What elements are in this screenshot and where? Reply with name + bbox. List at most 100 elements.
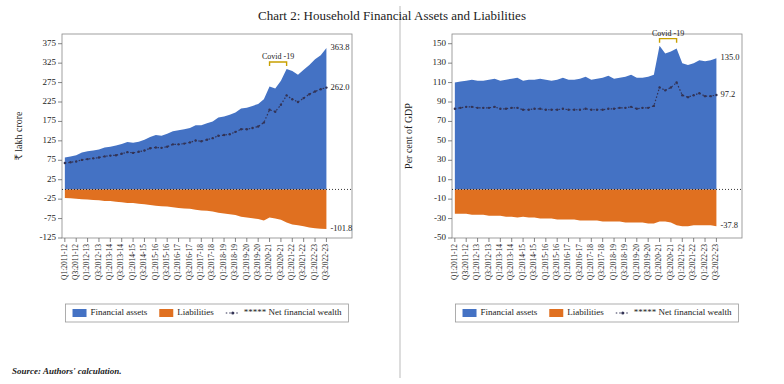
- x-tick-label: Q3:2011-12: [71, 244, 80, 280]
- x-tick: [269, 238, 270, 242]
- chart-root: Chart 2: Household Financial Assets and …: [0, 0, 784, 384]
- x-tick: [545, 238, 546, 242]
- line-point: [320, 88, 322, 90]
- x-tick-label: Q1:2016-17: [563, 244, 572, 280]
- line-point: [647, 107, 649, 109]
- y-tick-label: 90: [437, 96, 447, 106]
- legend-item: ***** Net financial wealth: [616, 307, 732, 317]
- y-tick: [58, 102, 62, 103]
- line-point: [573, 109, 575, 111]
- x-tick-label: Q3:2019-20: [253, 244, 262, 280]
- x-tick-label: Q3:2014-15: [139, 244, 148, 280]
- y-tick-label: 175: [43, 115, 57, 125]
- line-point: [687, 96, 689, 98]
- line-point: [454, 108, 456, 110]
- line-point: [166, 145, 168, 147]
- line-point: [257, 125, 259, 127]
- x-tick-label: Q1:2011-12: [60, 244, 69, 280]
- line-point: [75, 160, 77, 162]
- x-tick: [224, 238, 225, 242]
- x-tick-label: Q3:2015-16: [552, 244, 561, 280]
- x-tick-label: Q3:2020-21: [666, 244, 675, 280]
- area: [65, 48, 327, 189]
- x-tick: [258, 238, 259, 242]
- x-tick: [488, 238, 489, 242]
- x-tick: [625, 238, 626, 242]
- y-tick-label: 25: [47, 174, 57, 184]
- x-tick: [235, 238, 236, 242]
- y-tick-label: 275: [43, 77, 57, 87]
- line-point: [681, 94, 683, 96]
- x-tick-label: Q3:2017-18: [207, 244, 216, 280]
- legend-label: Liabilities: [567, 307, 604, 317]
- area: [455, 189, 717, 226]
- y-tick-label: 30: [437, 154, 447, 164]
- x-tick: [500, 238, 501, 242]
- x-tick-label: Q3:2022-23: [321, 244, 330, 280]
- x-tick: [705, 238, 706, 242]
- x-tick-label: Q3:2018-19: [620, 244, 629, 280]
- x-tick-label: Q3:2017-18: [597, 244, 606, 280]
- x-tick-label: Q1:2012-13: [82, 244, 91, 280]
- x-tick-label: Q1:2015-16: [151, 244, 160, 280]
- x-tick-label: Q1:2022-23: [700, 244, 709, 280]
- x-tick-label: Q3:2013-14: [116, 244, 125, 280]
- panel: -50-30-101030507090110130150Per cent of …: [403, 29, 742, 322]
- x-tick-label: Q3:2014-15: [529, 244, 538, 280]
- line-point: [86, 158, 88, 160]
- x-tick-label: Q1:2017-18: [586, 244, 595, 280]
- x-tick-label: Q1:2020-21: [654, 244, 663, 280]
- y-tick-label: 50: [437, 135, 447, 145]
- y-tick-label: 125: [43, 135, 57, 145]
- line-point: [613, 108, 615, 110]
- y-tick: [448, 179, 452, 180]
- x-tick-label: Q1:2019-20: [632, 244, 641, 280]
- x-tick: [246, 238, 247, 242]
- covid-bracket: [660, 39, 677, 43]
- line-point: [234, 131, 236, 133]
- line-point: [482, 107, 484, 109]
- x-tick-label: Q1:2013-14: [495, 244, 504, 280]
- data-label: 97.2: [720, 89, 735, 99]
- x-tick: [659, 238, 660, 242]
- legend-swatch: [616, 312, 630, 313]
- y-tick: [58, 63, 62, 64]
- x-tick: [155, 238, 156, 242]
- y-tick-label: 130: [433, 57, 447, 67]
- line-point: [325, 86, 327, 88]
- x-tick: [693, 238, 694, 242]
- x-tick-label: Q3:2015-16: [162, 244, 171, 280]
- line-point: [476, 107, 478, 109]
- x-tick-label: Q1:2020-21: [264, 244, 273, 280]
- x-tick-label: Q3:2012-13: [484, 244, 493, 280]
- line-point: [132, 152, 134, 154]
- legend-item: Liabilities: [159, 307, 214, 317]
- legend-box: [66, 304, 349, 322]
- x-tick-label: Q3:2018-19: [230, 244, 239, 280]
- legend: Financial assets Liabilities ***** Net fin…: [456, 304, 739, 322]
- line-point: [240, 128, 242, 130]
- line-point: [274, 111, 276, 113]
- y-tick: [58, 43, 62, 44]
- line-point: [562, 108, 564, 110]
- line-point: [246, 128, 248, 130]
- legend-swatch: [73, 309, 87, 317]
- x-tick: [280, 238, 281, 242]
- line-point: [160, 147, 162, 149]
- line-point: [704, 95, 706, 97]
- legend-swatch: [226, 312, 240, 313]
- data-label: 262.0: [330, 82, 349, 92]
- x-tick-label: Q3:2022-23: [711, 244, 720, 280]
- x-tick-label: Q1:2019-20: [242, 244, 251, 280]
- line-point: [183, 142, 185, 144]
- x-tick: [121, 238, 122, 242]
- area: [65, 189, 327, 229]
- y-tick: [448, 199, 452, 200]
- line-point: [251, 127, 253, 129]
- line-point: [522, 109, 524, 111]
- line-point: [149, 147, 151, 149]
- y-tick-label: 375: [43, 38, 57, 48]
- chart-title: Chart 2: Household Financial Assets and …: [258, 8, 526, 23]
- legend-label: Financial assets: [481, 307, 538, 317]
- x-tick-label: Q1:2021-22: [677, 244, 686, 280]
